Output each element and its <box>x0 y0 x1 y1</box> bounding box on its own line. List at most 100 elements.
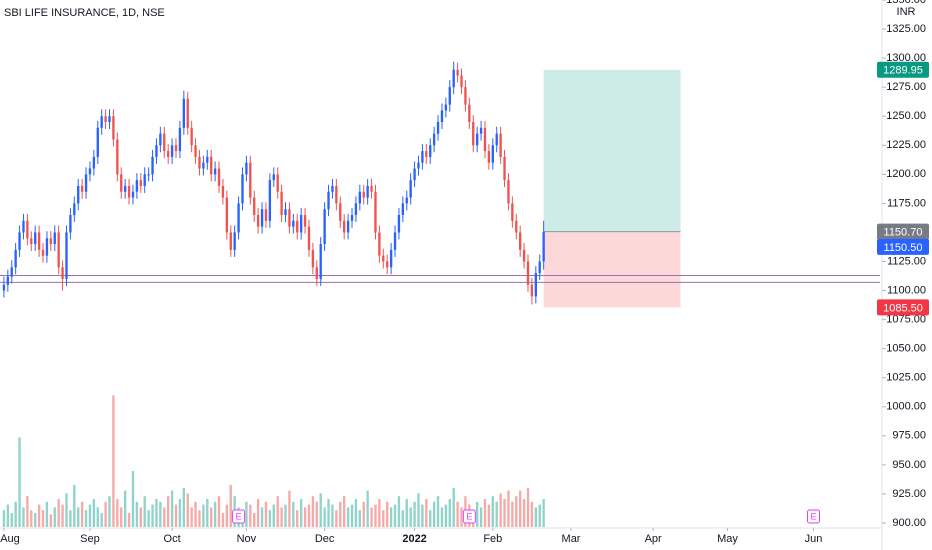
volume-bar <box>526 487 530 527</box>
volume-bar <box>61 504 64 527</box>
candle-body <box>116 139 119 175</box>
volume-bar <box>249 504 252 527</box>
candle-body <box>397 215 401 233</box>
candle-body <box>370 185 373 192</box>
volume-bar <box>194 501 197 527</box>
candle-body <box>303 215 307 227</box>
y-tick-label: 1075.00 <box>886 314 926 326</box>
volume-bar <box>413 501 416 527</box>
candle-body <box>429 145 432 157</box>
candle-body <box>213 168 217 175</box>
volume-bar <box>88 504 92 527</box>
x-tick-label: Sep <box>80 533 100 545</box>
candle-body <box>307 226 311 250</box>
y-tick-label: 1025.00 <box>886 372 926 384</box>
y-tick-label: 1200.00 <box>886 168 926 180</box>
volume-bar <box>280 507 283 527</box>
candle-body <box>159 133 162 146</box>
volume-bar <box>225 504 229 527</box>
y-tick-label: 925.00 <box>892 488 926 500</box>
volume-bar <box>534 507 537 527</box>
candle-body <box>495 133 498 146</box>
candle-body <box>444 104 448 111</box>
candle-body <box>77 185 80 204</box>
volume-bar <box>155 499 158 527</box>
candle-body <box>84 174 88 192</box>
volume-bar <box>22 507 25 527</box>
candle-body <box>229 232 232 250</box>
candle-body <box>382 255 385 262</box>
candle-body <box>80 185 84 192</box>
volume-bar <box>303 507 307 527</box>
volume-bar <box>323 507 326 527</box>
volume-bar <box>147 510 150 527</box>
candle-body <box>92 156 96 169</box>
candle-body <box>339 203 342 221</box>
price-tag-label: 1150.50 <box>884 242 923 254</box>
candle-body <box>354 203 358 216</box>
candle-body <box>190 127 193 146</box>
y-tick-label: 900.00 <box>892 517 926 529</box>
target-zone <box>543 69 681 232</box>
volume-bar <box>26 496 29 527</box>
candle-body <box>542 231 545 262</box>
event-marker: E <box>462 509 476 524</box>
candle-body <box>217 168 221 186</box>
volume-bar <box>307 504 311 527</box>
candle-body <box>346 220 350 233</box>
candle-body <box>452 69 455 88</box>
y-tick-label: 1275.00 <box>886 81 926 93</box>
volume-bar <box>276 496 279 527</box>
volume-bar <box>253 513 256 527</box>
volume-bar <box>84 510 88 527</box>
volume-bar <box>143 496 146 527</box>
event-label: E <box>236 511 242 521</box>
volume-bar <box>511 501 514 527</box>
candle-body <box>483 127 487 152</box>
volume-bar <box>213 501 217 527</box>
volume-bar <box>331 504 334 527</box>
volume-bar <box>73 485 76 527</box>
volume-bar <box>538 504 541 527</box>
candle-body <box>417 162 420 169</box>
candle-body <box>299 215 303 233</box>
volume-bar <box>131 471 135 527</box>
volume-bar <box>6 504 9 527</box>
event-label: E <box>811 511 817 521</box>
price-tag <box>877 61 929 78</box>
volume-bar <box>245 501 248 527</box>
volume-bar <box>354 499 358 527</box>
volume-bar <box>210 507 213 527</box>
candle-body <box>389 249 393 268</box>
volume-bar <box>186 493 189 527</box>
event-marker: E <box>807 509 821 524</box>
price-tag-label: 1085.50 <box>883 302 923 314</box>
candle-body <box>88 168 92 175</box>
volume-bar <box>49 514 53 527</box>
candle-body <box>522 249 526 262</box>
volume-bar <box>170 490 174 527</box>
candle-body <box>515 220 518 233</box>
volume-bar <box>217 496 221 527</box>
candle-body <box>163 133 166 152</box>
volume-bar <box>37 504 41 527</box>
y-tick-label: 950.00 <box>892 459 926 471</box>
candle-body <box>464 87 467 105</box>
candle-body <box>378 232 381 256</box>
candle-body <box>530 284 534 297</box>
candle-body <box>487 151 491 163</box>
stop-zone <box>543 231 681 308</box>
volume-bar <box>519 490 522 527</box>
volume-bar <box>343 496 346 527</box>
candle-body <box>206 156 209 163</box>
candle-body <box>511 203 514 221</box>
volume-bar <box>542 499 545 527</box>
volume-bar <box>268 510 272 527</box>
candle-body <box>260 209 264 227</box>
volume-bar <box>483 499 487 527</box>
volume-bar <box>284 504 287 527</box>
volume-bar <box>389 507 393 527</box>
candle-body <box>202 162 205 169</box>
volume-bar <box>18 437 21 527</box>
volume-bar <box>135 501 139 527</box>
